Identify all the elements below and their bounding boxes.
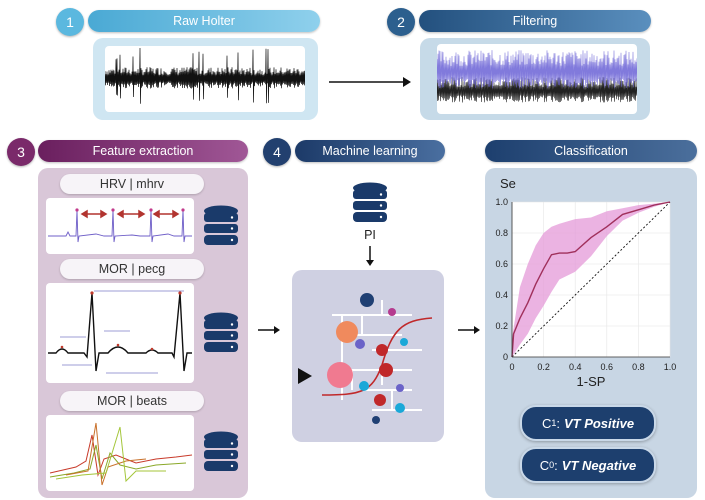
- database-icon: [204, 312, 238, 352]
- roc-x-tick-label: 0: [509, 362, 514, 372]
- raw-holter-panel: [93, 38, 318, 120]
- hrv-signal: [46, 198, 194, 254]
- step-3-number: 3: [7, 138, 35, 166]
- class-symbol: C: [541, 415, 552, 431]
- roc-confidence-band: [512, 202, 670, 357]
- filtered-trace: [436, 50, 638, 103]
- ml-model-panel: [292, 270, 444, 442]
- class-label: VT Positive: [563, 415, 635, 431]
- filtered-signal: [436, 44, 638, 114]
- database-icon: [204, 205, 238, 245]
- step-4-number: 4: [263, 138, 291, 166]
- beats-signal: [46, 415, 194, 491]
- roc-y-axis-title: Se: [500, 176, 516, 191]
- roc-y-tick-label: 0: [503, 352, 508, 362]
- roc-chart: 00 0.2 0.2 0.4 0.4 0.6 0.6 0.8 0.8 1.0 1.0 Se 1-SP: [495, 176, 677, 389]
- arrow-raw-to-filter: [329, 77, 411, 87]
- raw-holter-signal: [104, 46, 306, 112]
- classification-label: Classification: [485, 140, 697, 162]
- class-separator: :: [556, 415, 560, 431]
- database-icon: [204, 431, 238, 471]
- roc-y-tick-label: 0.8: [495, 228, 508, 238]
- pecg-signal: [46, 283, 194, 383]
- feature-mor-pecg-label: MOR | pecg: [60, 259, 204, 279]
- roc-x-axis-title: 1-SP: [577, 374, 606, 389]
- arrow-ml-to-classification: [458, 326, 480, 334]
- step-1-label: Raw Holter: [88, 10, 320, 32]
- roc-x-tick-label: 0.8: [632, 362, 645, 372]
- feature-hrv-label: HRV | mhrv: [60, 174, 204, 194]
- roc-chance-line: [511, 201, 671, 358]
- class-vt-positive: C 1: VT Positive: [520, 405, 656, 441]
- roc-x-tick-label: 0.4: [569, 362, 582, 372]
- roc-mean-curve: [511, 201, 671, 358]
- step-3-label: Feature extraction: [38, 140, 248, 162]
- filtering-panel: [420, 38, 650, 120]
- roc-x-tick-label: 0.2: [537, 362, 550, 372]
- class-vt-negative: C 0: VT Negative: [520, 447, 656, 483]
- arrow-features-to-ml: [258, 326, 280, 334]
- step-2-number: 2: [387, 8, 415, 36]
- roc-x-tick-label: 0.6: [601, 362, 614, 372]
- step-2-label: Filtering: [419, 10, 651, 32]
- pi-label: PI: [364, 228, 376, 242]
- class-subscript: 0: [549, 460, 555, 470]
- class-label: VT Negative: [561, 457, 637, 473]
- roc-y-tick-label: 0.2: [495, 321, 508, 331]
- step-1-number: 1: [56, 8, 84, 36]
- database-icon: [353, 182, 387, 222]
- class-symbol: C: [539, 457, 550, 473]
- feature-mor-beats-label: MOR | beats: [60, 391, 204, 411]
- class-subscript: 1: [551, 418, 557, 428]
- ml-model-graphic: [298, 293, 433, 424]
- beats-trace: [49, 422, 193, 486]
- hrv-trace: [48, 208, 192, 243]
- raw-holter-trace: [104, 47, 306, 104]
- arrow-pi-to-model: [366, 246, 374, 266]
- roc-y-tick-label: 0.4: [495, 290, 508, 300]
- roc-y-tick-label: 0.6: [495, 259, 508, 269]
- class-separator: :: [554, 457, 558, 473]
- pecg-trace: [48, 290, 192, 374]
- roc-y-tick-label: 1.0: [495, 197, 508, 207]
- step-4-label: Machine learning: [295, 140, 445, 162]
- roc-x-tick-label: 1.0: [664, 362, 677, 372]
